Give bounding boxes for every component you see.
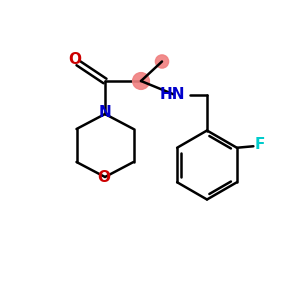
Text: O: O xyxy=(97,169,110,184)
Text: HN: HN xyxy=(160,87,185,102)
Text: N: N xyxy=(99,105,111,120)
Text: O: O xyxy=(68,52,81,67)
Text: F: F xyxy=(254,137,265,152)
Circle shape xyxy=(133,73,149,89)
Circle shape xyxy=(155,55,169,68)
